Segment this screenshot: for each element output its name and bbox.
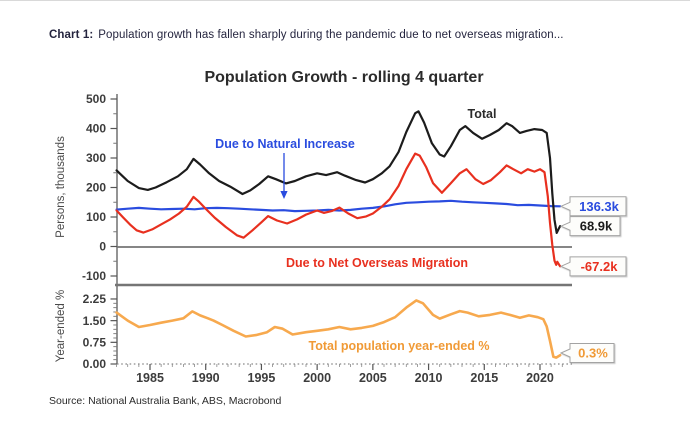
- callout-label-68-9k: 68.9k: [580, 219, 613, 234]
- callout-label-67-2k: -67.2k: [581, 259, 619, 274]
- annotation-total: Total: [468, 107, 497, 121]
- y-tick-label: 0: [99, 240, 106, 254]
- callout-box-136-3k: [559, 196, 627, 217]
- annotation-natural-increase: Due to Natural Increase: [215, 137, 355, 151]
- x-tick-label: 1985: [136, 371, 164, 385]
- series-line-due-to-net-overseas-migration: [115, 152, 562, 268]
- end-value-callouts: 136.3k 68.9k -67.2k 0.3%: [559, 196, 627, 363]
- x-ticks: 1985 1990 1995 2000 2005 2010 2015 2020: [116, 364, 563, 385]
- y-tick-label: 0.00: [83, 357, 107, 371]
- x-tick-label: 1990: [192, 371, 220, 385]
- y-tick-label: 200: [86, 181, 106, 195]
- callout-box-68-9k: [559, 216, 621, 237]
- series-lines-bottom: [115, 299, 562, 359]
- series-line-due-to-natural-increase: [115, 199, 562, 213]
- x-tick-label: 2000: [303, 371, 331, 385]
- chart-caption-number: Chart 1:: [49, 29, 94, 41]
- y-tick-label: 400: [86, 122, 106, 136]
- series-line-total-population-year-ended: [115, 299, 562, 359]
- callout-label-136-3k: 136.3k: [579, 199, 620, 214]
- natural-increase-arrow-icon: [280, 153, 288, 199]
- y-axis-label-top: Persons, thousands: [55, 136, 67, 238]
- series-lines-top: [115, 110, 562, 268]
- callout-box-67-2k: [559, 256, 627, 277]
- axes: [115, 94, 572, 365]
- chart-caption: Chart 1: Population growth has fallen sha…: [49, 29, 564, 41]
- series-line-total: [115, 110, 562, 234]
- y-ticks-top: 500 400 300 200 100 0 -100: [82, 92, 117, 283]
- source-note: Source: National Australia Bank, ABS, Ma…: [49, 395, 282, 407]
- chart-caption-text: Population growth has fallen sharply dur…: [98, 29, 564, 41]
- callout-box-0-3: [559, 343, 615, 363]
- y-tick-label: 500: [86, 92, 106, 106]
- y-tick-label: 1.50: [83, 314, 107, 328]
- x-tick-label: 1995: [248, 371, 276, 385]
- callout-label-0-3: 0.3%: [578, 346, 608, 361]
- x-tick-label: 2015: [470, 371, 498, 385]
- y-tick-label: 2.25: [83, 292, 107, 306]
- y-tick-label: 0.75: [83, 336, 107, 350]
- annotation-total-population-pct: Total population year-ended %: [308, 339, 489, 353]
- x-tick-label: 2020: [526, 371, 554, 385]
- y-tick-label: 300: [86, 151, 106, 165]
- y-tick-label: -100: [82, 269, 106, 283]
- y-tick-label: 100: [86, 210, 106, 224]
- annotation-net-overseas-migration: Due to Net Overseas Migration: [286, 256, 468, 270]
- chart-title: Population Growth - rolling 4 quarter: [204, 69, 483, 86]
- y-axis-label-bottom: Year-ended %: [55, 290, 67, 362]
- x-tick-label: 2005: [359, 371, 387, 385]
- y-ticks-bottom: 2.25 1.50 0.75 0.00: [83, 292, 117, 371]
- x-tick-label: 2010: [415, 371, 443, 385]
